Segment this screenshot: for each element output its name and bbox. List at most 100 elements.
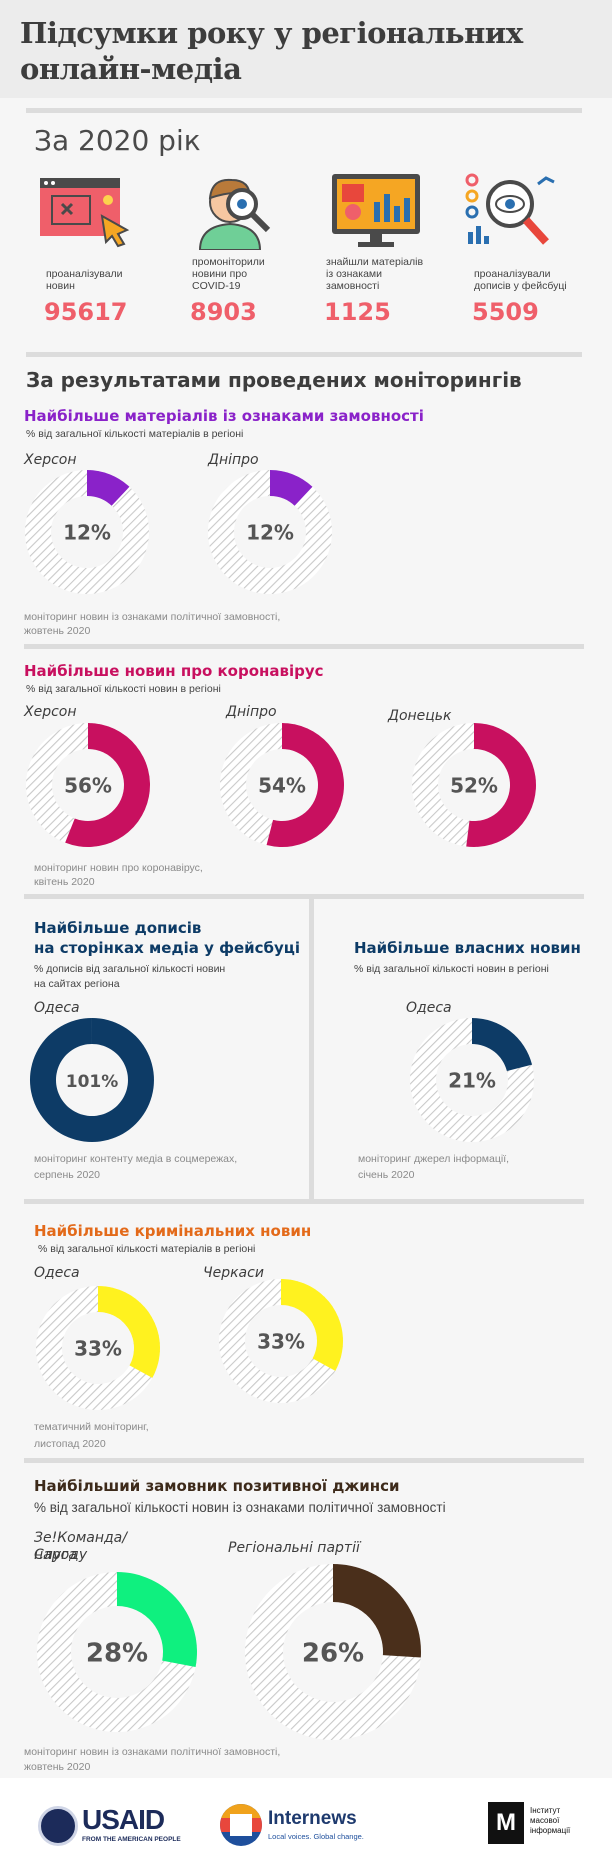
facebook-heading-1: Найбільше дописів (34, 919, 202, 937)
donut-chart: 28% (36, 1572, 197, 1732)
header-band (0, 0, 612, 98)
donut-percent-label: 56% (64, 774, 112, 798)
paid-note: % від загальної кількості матеріалів в р… (26, 428, 244, 440)
internews-logo-text: Internews (268, 1808, 357, 1829)
own-source-2: січень 2020 (358, 1169, 415, 1181)
magnifier-person-icon (190, 170, 280, 255)
donut-chart: 33% (218, 1279, 344, 1403)
covid-source-1: моніторинг новин про коронавірус, (34, 862, 203, 874)
stat-label: проаналізували (474, 268, 551, 280)
content-panel (0, 98, 612, 1778)
usaid-seal-icon (38, 1806, 78, 1846)
imi-logo-mark: М (488, 1802, 524, 1844)
donut-category-label: Дніпро (208, 452, 259, 468)
donut-value-segment (117, 1572, 197, 1667)
paid-source-2: жовтень 2020 (24, 625, 91, 637)
divider (24, 894, 584, 899)
paid-source-1: моніторинг новин із ознаками політичної … (24, 611, 281, 623)
year-heading: За 2020 рік (34, 124, 201, 157)
donut-value-segment (29, 1018, 154, 1142)
paid-heading: Найбільше матеріалів із ознаками замовно… (24, 407, 424, 425)
stat-label: знайшли матеріалів (326, 256, 424, 268)
divider (26, 352, 582, 357)
donut-chart: 56% (25, 723, 151, 848)
donut-background-ring (24, 470, 149, 594)
page-title-line1: Підсумки року у регіональних (20, 16, 523, 50)
stat-label: дописів у фейсбуці (474, 280, 567, 292)
donut-value-segment (98, 1286, 161, 1378)
donut-chart: 54% (219, 723, 345, 848)
donut-percent-label: 54% (258, 774, 306, 798)
donut-percent-label: 101% (66, 1072, 119, 1092)
donut-chart: 26% (244, 1564, 421, 1741)
stat-label: проаналізували (46, 268, 123, 280)
jeansa-note: % від загальної кількості новин із ознак… (34, 1500, 446, 1515)
imi-logo-line2: масової (530, 1816, 560, 1825)
covid-heading: Найбільше новин про коронавірус (24, 662, 324, 680)
divider (24, 644, 584, 649)
donut-category-label: Зе!Команда/ (34, 1530, 127, 1546)
donut-category-label: Одеса (34, 1000, 80, 1016)
donut-category-label: Донецьк (388, 708, 452, 724)
donut-category-label: Херсон (24, 452, 77, 468)
covid-source-2: квітень 2020 (34, 876, 95, 888)
column-divider (309, 899, 314, 1199)
usaid-logo-text: USAID (82, 1804, 165, 1835)
page-title-line2: онлайн-медіа (20, 52, 242, 86)
divider (24, 1199, 584, 1204)
donut-category-label: Одеса (34, 1265, 80, 1281)
donut-percent-label: 12% (63, 521, 111, 545)
donut-chart: 101% (29, 1018, 154, 1142)
donut-value-segment (333, 1564, 421, 1658)
facebook-source-2: серпень 2020 (34, 1169, 100, 1181)
facebook-note-1: % дописів від загальної кількості новин (34, 963, 226, 975)
stat-label: із ознаками (326, 268, 382, 280)
browser-cursor-icon (32, 170, 142, 255)
monitor-chart-icon (326, 170, 426, 255)
stat-label: промоніторили (192, 256, 265, 268)
stat-value: 1125 (324, 298, 391, 326)
divider (26, 108, 582, 113)
donut-chart: 21% (409, 1018, 534, 1142)
donut-background-ring (207, 470, 332, 594)
donut-category-label: народу (34, 1547, 88, 1563)
own-note: % від загальної кількості новин в регіон… (354, 963, 549, 975)
donut-percent-label: 26% (302, 1639, 364, 1669)
donut-percent-label: 12% (246, 521, 294, 545)
donut-chart: 33% (35, 1286, 161, 1411)
crime-note: % від загальної кількості матеріалів в р… (38, 1243, 256, 1255)
donut-value-segment (65, 723, 151, 848)
stat-label: новин (46, 280, 75, 292)
donut-percent-label: 28% (86, 1639, 148, 1669)
jeansa-heading: Найбільший замовник позитивної джинси (34, 1477, 400, 1495)
donut-category-label: Дніпро (226, 704, 277, 720)
donut-value-segment (472, 1018, 533, 1072)
crime-source-2: листопад 2020 (34, 1438, 106, 1450)
jeansa-source-2: жовтень 2020 (24, 1761, 91, 1773)
usaid-tagline: FROM THE AMERICAN PEOPLE (82, 1836, 181, 1843)
covid-note: % від загальної кількості новин в регіон… (26, 683, 221, 695)
stat-label: замовності (326, 280, 380, 292)
donut-chart: 52% (411, 723, 537, 848)
donut-percent-label: 21% (448, 1069, 496, 1093)
imi-logo-line3: інформації (530, 1826, 571, 1835)
stat-label: новини про (192, 268, 248, 280)
footer: USAID FROM THE AMERICAN PEOPLE Internews… (0, 1778, 612, 1864)
donut-value-segment (281, 1279, 344, 1371)
stat-value: 8903 (190, 298, 257, 326)
donut-percent-label: 33% (257, 1330, 305, 1354)
own-source-1: моніторинг джерел інформації, (358, 1153, 510, 1165)
donut-category-label: Слуга (34, 1547, 77, 1563)
donut-category-label: Одеса (406, 1000, 452, 1016)
stat-label: COVID-19 (192, 280, 241, 292)
donut-value-segment (270, 470, 313, 506)
stat-value: 5509 (472, 298, 539, 326)
donut-chart: 12% (24, 470, 149, 594)
donut-chart: 12% (207, 470, 332, 594)
donut-value-segment (466, 723, 537, 848)
donut-category-label: Черкаси (203, 1265, 264, 1281)
stat-value: 95617 (44, 298, 128, 326)
donut-value-segment (266, 723, 345, 848)
donut-percent-label: 33% (74, 1337, 122, 1361)
